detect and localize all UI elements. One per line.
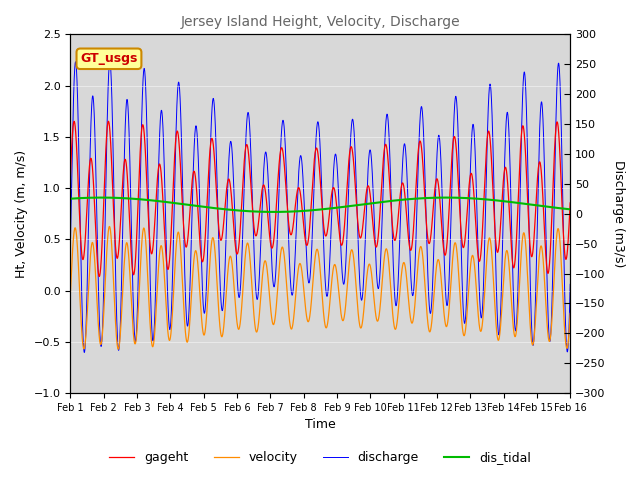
Bar xyxy=(70,35,570,393)
Text: GT_usgs: GT_usgs xyxy=(80,52,138,65)
Title: Jersey Island Height, Velocity, Discharge: Jersey Island Height, Velocity, Discharg… xyxy=(180,15,460,29)
Legend: gageht, velocity, discharge, dis_tidal: gageht, velocity, discharge, dis_tidal xyxy=(104,446,536,469)
Y-axis label: Discharge (m3/s): Discharge (m3/s) xyxy=(612,160,625,267)
Y-axis label: Ht, Velocity (m, m/s): Ht, Velocity (m, m/s) xyxy=(15,150,28,278)
X-axis label: Time: Time xyxy=(305,419,335,432)
